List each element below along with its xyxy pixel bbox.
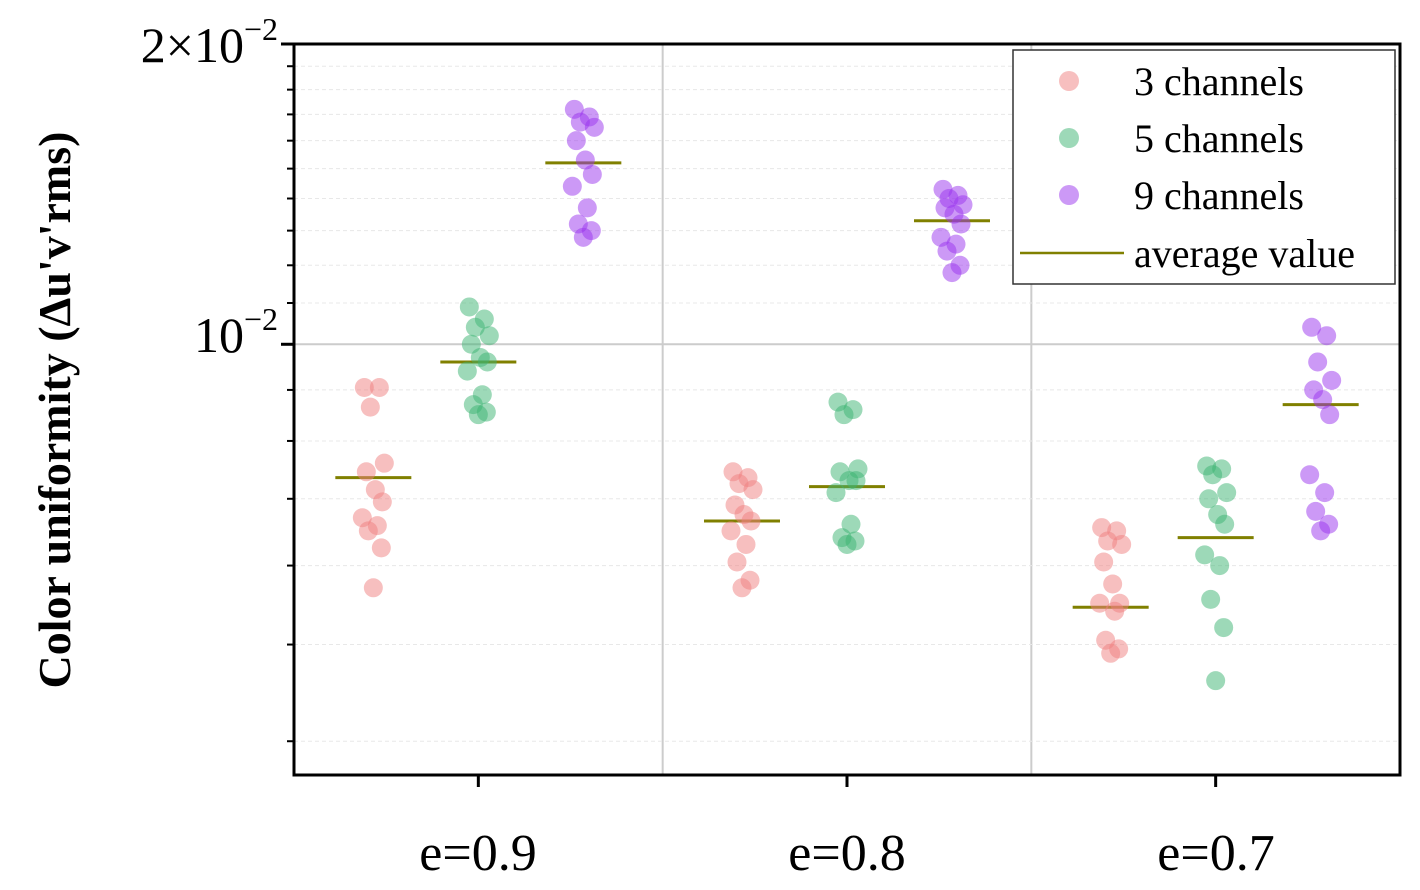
data-point <box>937 241 957 261</box>
data-point <box>374 453 394 473</box>
data-point <box>942 263 962 283</box>
data-point <box>834 405 854 425</box>
data-point <box>372 492 392 512</box>
data-point <box>727 552 747 572</box>
data-point <box>1320 405 1340 425</box>
data-point <box>1322 370 1342 390</box>
data-point <box>721 521 741 541</box>
y-axis-label: Color uniformity (Δu'v'rms) <box>29 132 80 689</box>
legend-label: average value <box>1134 231 1355 276</box>
data-point <box>1215 514 1235 534</box>
data-point <box>1302 317 1322 337</box>
data-point <box>371 538 391 558</box>
data-point <box>1203 465 1223 485</box>
x-category-label: e=0.7 <box>1157 825 1274 882</box>
data-point <box>468 405 488 425</box>
legend-box <box>1012 49 1396 285</box>
axis-ticks <box>281 42 1218 787</box>
data-point <box>1217 483 1237 503</box>
y-tick-label-mid: 10−2 <box>194 301 278 363</box>
data-point <box>1315 483 1335 503</box>
data-point <box>837 534 857 554</box>
data-point <box>573 227 593 247</box>
data-point <box>360 397 380 417</box>
data-point <box>459 297 479 317</box>
data-point <box>1306 501 1326 521</box>
data-point <box>575 150 595 170</box>
data-point <box>363 578 383 598</box>
data-point <box>477 352 497 372</box>
data-point <box>732 578 752 598</box>
y-tick-base: 10 <box>194 307 244 363</box>
data-point <box>1206 671 1226 691</box>
data-point <box>841 514 861 534</box>
data-point <box>465 317 485 337</box>
legend-label: 9 channels <box>1134 173 1304 218</box>
data-point <box>577 198 597 218</box>
data-point <box>356 462 376 482</box>
data-point <box>743 480 763 500</box>
data-point <box>566 131 586 151</box>
data-point <box>354 378 374 398</box>
data-point <box>1210 556 1230 576</box>
data-point <box>1313 390 1333 410</box>
data-point <box>369 378 389 398</box>
data-point <box>1103 574 1123 594</box>
data-point <box>562 176 582 196</box>
data-point <box>826 483 846 503</box>
legend-marker-3-channels <box>1059 71 1079 91</box>
data-point <box>1195 545 1215 565</box>
data-point <box>1311 521 1331 541</box>
data-point <box>1094 552 1114 572</box>
data-point <box>582 164 602 184</box>
data-point <box>1317 326 1337 346</box>
legend-marker-9-channels <box>1059 185 1079 205</box>
data-point <box>1300 465 1320 485</box>
data-point <box>457 361 477 381</box>
x-category-label: e=0.8 <box>788 825 905 882</box>
data-points <box>352 99 1342 691</box>
data-point <box>1105 601 1125 621</box>
x-category-label: e=0.9 <box>419 825 536 882</box>
data-point <box>741 511 761 531</box>
y-tick-exponent: −2 <box>244 11 278 47</box>
data-point <box>584 117 604 137</box>
data-point <box>1199 489 1219 509</box>
data-point <box>479 326 499 346</box>
legend-label: 3 channels <box>1134 59 1304 104</box>
legend: 3 channels 5 channels 9 channels average… <box>1012 49 1396 285</box>
data-point <box>736 534 756 554</box>
data-point <box>358 521 378 541</box>
legend-label: 5 channels <box>1134 116 1304 161</box>
y-tick-label-top: 2×10−2 <box>141 11 278 73</box>
data-point <box>1308 352 1328 372</box>
data-point <box>1201 589 1221 609</box>
legend-marker-5-channels <box>1059 128 1079 148</box>
data-point <box>846 471 866 491</box>
data-point <box>1101 643 1121 663</box>
y-tick-exponent: −2 <box>244 301 278 337</box>
data-point <box>1090 593 1110 613</box>
y-tick-base: 10 <box>194 17 244 73</box>
data-point <box>1112 534 1132 554</box>
data-point <box>1214 618 1234 638</box>
data-point <box>951 214 971 234</box>
y-tick-mantissa: 2× <box>141 17 194 73</box>
